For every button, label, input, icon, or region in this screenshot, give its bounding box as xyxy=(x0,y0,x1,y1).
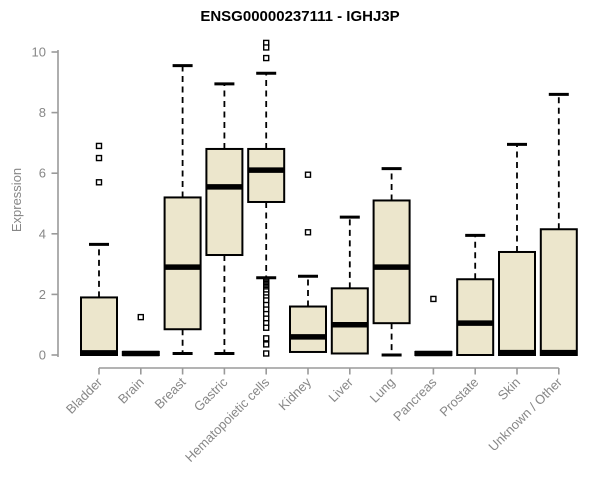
outlier-point xyxy=(263,54,270,62)
box-Gastric xyxy=(205,147,244,257)
box-Kidney xyxy=(289,305,327,353)
x-tick-label: Pancreas xyxy=(390,374,440,424)
box-Prostate xyxy=(456,278,495,356)
outlier-point xyxy=(263,335,270,342)
x-tick-label: Skin xyxy=(495,375,523,403)
outlier-point xyxy=(95,154,103,162)
y-tick-label: 4 xyxy=(39,226,46,241)
outlier-point xyxy=(430,295,437,303)
x-tick-label: Unknown / Other xyxy=(485,374,565,454)
x-tick-label: Liver xyxy=(325,374,356,405)
y-tick-label: 2 xyxy=(39,287,46,302)
x-tick-label: Gastric xyxy=(191,374,231,414)
box-Hematopoietic cells xyxy=(247,147,286,203)
outlier-point xyxy=(263,341,270,348)
outlier-point xyxy=(95,142,103,150)
box-Skin xyxy=(498,250,536,356)
box-Lung xyxy=(372,199,411,325)
box-Breast xyxy=(163,196,202,331)
y-tick-label: 10 xyxy=(32,45,46,60)
outlier-point xyxy=(137,313,145,321)
chart-title: ENSG00000237111 - IGHJ3P xyxy=(200,8,400,25)
outlier-point xyxy=(263,44,270,51)
box-Liver xyxy=(330,287,369,355)
box-Unknown / Other xyxy=(539,228,578,357)
x-tick-label: Lung xyxy=(367,375,398,406)
y-tick-label: 0 xyxy=(39,348,46,363)
outlier-point xyxy=(263,324,270,331)
outlier-point xyxy=(304,171,312,178)
outlier-point xyxy=(95,179,103,186)
x-tick-label: Kidney xyxy=(275,374,314,413)
y-axis-label: Expression xyxy=(9,167,24,233)
x-tick-label: Bladder xyxy=(63,374,106,417)
x-tick-label: Breast xyxy=(152,374,189,411)
y-tick-label: 6 xyxy=(39,166,46,181)
x-tick-label: Brain xyxy=(115,375,147,407)
x-tick-label: Prostate xyxy=(436,375,481,420)
outlier-point xyxy=(263,350,270,357)
box-Bladder xyxy=(80,296,118,356)
outlier-point xyxy=(304,229,312,236)
y-tick-label: 8 xyxy=(39,105,46,120)
